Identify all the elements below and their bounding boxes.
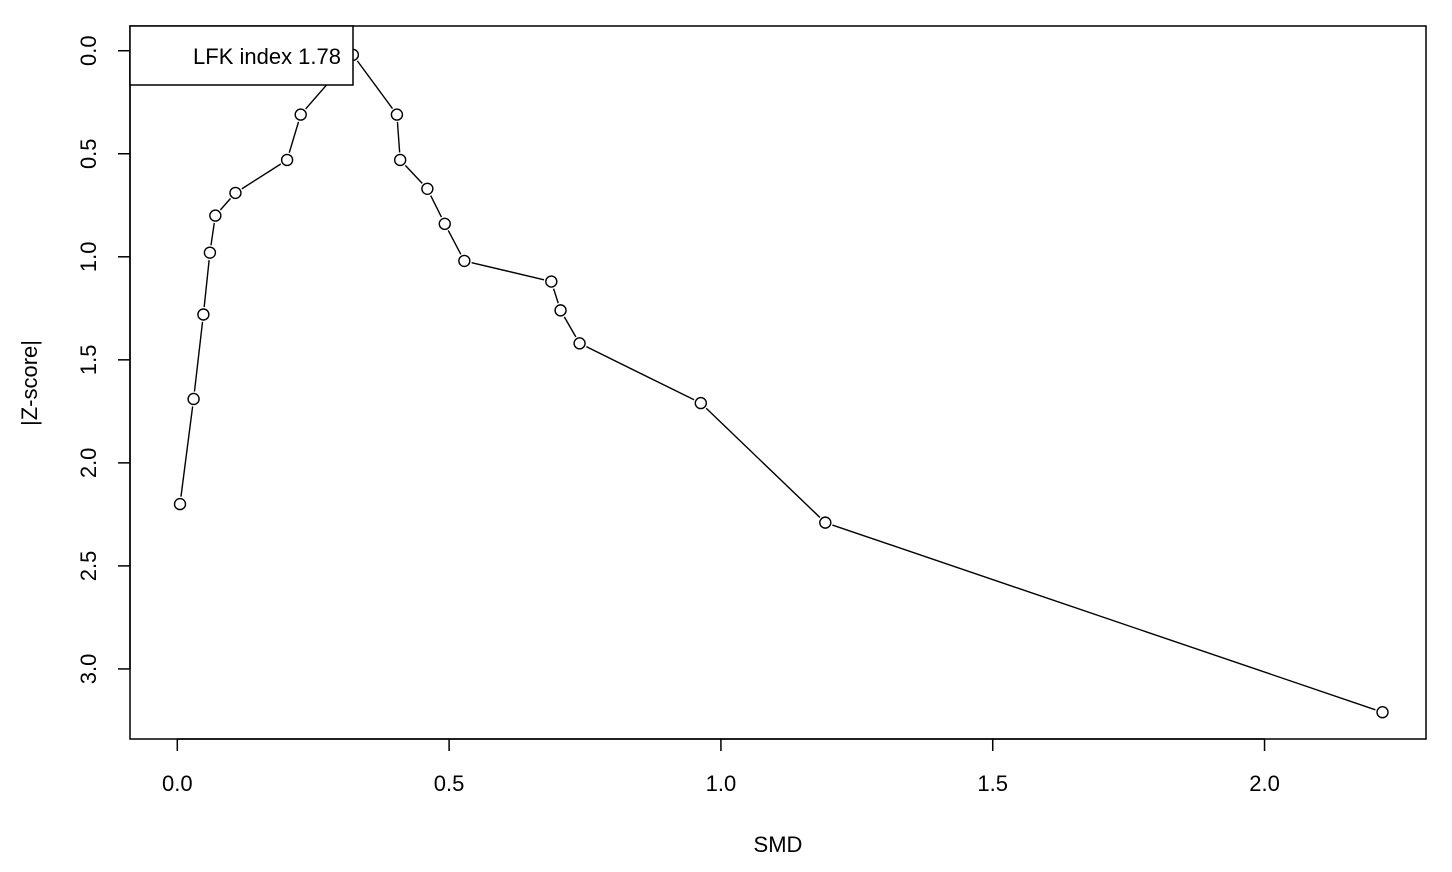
series-segment [430, 195, 443, 218]
y-tick-label: 0.5 [76, 138, 101, 169]
y-tick-label: 3.0 [76, 654, 101, 685]
data-point [573, 337, 586, 350]
data-point [187, 392, 200, 406]
data-point [819, 516, 832, 529]
series-segment [832, 524, 1376, 711]
x-tick-label: 2.0 [1249, 771, 1280, 796]
data-point [438, 217, 451, 231]
data-point [173, 497, 187, 511]
series-segment [241, 163, 282, 190]
y-tick-label: 2.5 [76, 551, 101, 582]
legend-text: LFK index 1.78 [193, 44, 341, 69]
data-point [280, 153, 294, 167]
y-tick-label: 2.0 [76, 448, 101, 479]
data-point [209, 209, 222, 222]
x-axis: 0.0 0.5 1.0 1.5 2.0 [162, 738, 1280, 796]
series-segment [404, 164, 423, 184]
series-segment [356, 60, 394, 109]
data-point [393, 153, 407, 167]
y-tick-label: 1.0 [76, 242, 101, 273]
plot-frame [129, 25, 1427, 740]
series-segment [180, 406, 194, 497]
x-axis-label: SMD [754, 832, 803, 857]
data-point [197, 308, 210, 321]
y-axis-label: |Z-score| [17, 340, 42, 426]
data-point [554, 304, 567, 317]
series-segment [203, 260, 210, 308]
data-point [1376, 706, 1389, 719]
x-tick-label: 1.5 [977, 771, 1008, 796]
y-tick-label: 0.0 [76, 35, 101, 66]
series-segment [219, 198, 232, 211]
y-tick-label: 1.5 [76, 345, 101, 376]
data-point [545, 275, 558, 288]
x-tick-label: 0.0 [162, 771, 193, 796]
data-point [458, 254, 471, 268]
series-group [173, 48, 1389, 719]
series-segment [585, 346, 695, 401]
series-segment [447, 230, 462, 255]
x-tick-label: 1.0 [706, 771, 737, 796]
y-axis: 0.0 0.5 1.0 1.5 2.0 2.5 3.0 [76, 35, 131, 685]
data-point [694, 396, 708, 410]
legend: LFK index 1.78 [129, 25, 354, 86]
series-segment [552, 288, 559, 304]
legend-box [129, 25, 354, 86]
data-point [421, 182, 434, 195]
series-segment [471, 261, 545, 281]
data-point [203, 246, 217, 259]
series-segment [210, 222, 215, 246]
series-segment [288, 121, 300, 153]
x-tick-label: 0.5 [434, 771, 465, 796]
data-point [294, 108, 307, 121]
data-point [229, 186, 242, 200]
data-point [390, 108, 404, 121]
series-segment [705, 407, 821, 518]
series-segment [563, 316, 577, 338]
series-segment [193, 321, 204, 392]
series-segment [396, 122, 401, 153]
